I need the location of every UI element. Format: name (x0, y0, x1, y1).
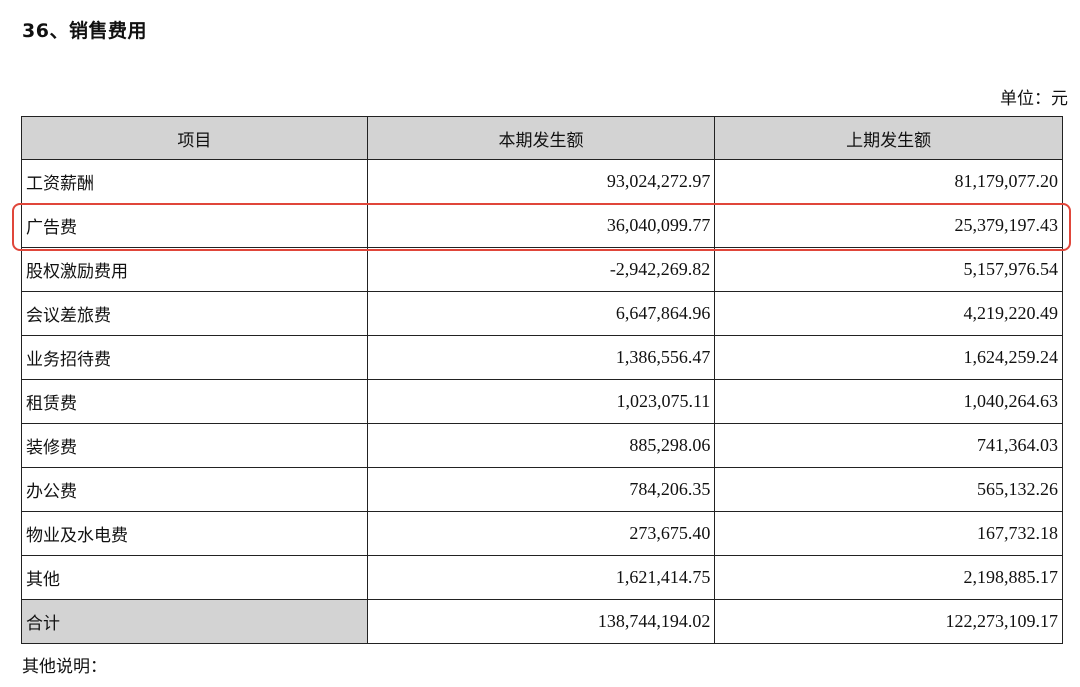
row-current: 36,040,099.77 (366, 203, 716, 248)
table-row: 广告费 36,040,099.77 25,379,197.43 (21, 203, 1063, 248)
row-prior: 5,157,976.54 (714, 247, 1063, 292)
row-prior: 4,219,220.49 (714, 291, 1063, 336)
row-prior: 1,624,259.24 (714, 335, 1063, 380)
row-item: 办公费 (21, 467, 368, 512)
table-row: 物业及水电费 273,675.40 167,732.18 (21, 511, 1063, 556)
row-item: 业务招待费 (21, 335, 368, 380)
header-current-period: 本期发生额 (366, 116, 716, 160)
total-current: 138,744,194.02 (366, 599, 716, 644)
row-item: 工资薪酬 (21, 159, 368, 204)
row-current: 273,675.40 (366, 511, 716, 556)
sales-expense-table: 项目 本期发生额 上期发生额 工资薪酬 93,024,272.97 81,179… (21, 116, 1063, 644)
row-item: 其他 (21, 555, 368, 600)
table-row: 装修费 885,298.06 741,364.03 (21, 423, 1063, 468)
total-item: 合计 (21, 599, 368, 644)
row-item: 广告费 (21, 203, 368, 248)
row-prior: 1,040,264.63 (714, 379, 1063, 424)
row-prior: 81,179,077.20 (714, 159, 1063, 204)
row-item: 会议差旅费 (21, 291, 368, 336)
row-item: 股权激励费用 (21, 247, 368, 292)
row-current: 1,023,075.11 (366, 379, 716, 424)
row-item: 装修费 (21, 423, 368, 468)
table-row: 其他 1,621,414.75 2,198,885.17 (21, 555, 1063, 600)
header-item: 项目 (21, 116, 368, 160)
table-row: 租赁费 1,023,075.11 1,040,264.63 (21, 379, 1063, 424)
row-current: 885,298.06 (366, 423, 716, 468)
table-row: 业务招待费 1,386,556.47 1,624,259.24 (21, 335, 1063, 380)
row-current: 784,206.35 (366, 467, 716, 512)
table-row: 会议差旅费 6,647,864.96 4,219,220.49 (21, 291, 1063, 336)
row-current: 1,621,414.75 (366, 555, 716, 600)
table-row: 办公费 784,206.35 565,132.26 (21, 467, 1063, 512)
notes-label: 其他说明： (22, 657, 107, 677)
table-total-row: 合计 138,744,194.02 122,273,109.17 (21, 599, 1063, 644)
header-prior-period: 上期发生额 (714, 116, 1063, 160)
row-current: -2,942,269.82 (366, 247, 716, 292)
row-prior: 25,379,197.43 (714, 203, 1063, 248)
row-item: 租赁费 (21, 379, 368, 424)
unit-label: 单位：元 (1000, 89, 1068, 109)
row-prior: 565,132.26 (714, 467, 1063, 512)
total-prior: 122,273,109.17 (714, 599, 1063, 644)
row-current: 6,647,864.96 (366, 291, 716, 336)
table-row: 工资薪酬 93,024,272.97 81,179,077.20 (21, 159, 1063, 204)
section-title: 36、销售费用 (22, 20, 147, 42)
row-prior: 741,364.03 (714, 423, 1063, 468)
row-prior: 167,732.18 (714, 511, 1063, 556)
row-current: 1,386,556.47 (366, 335, 716, 380)
row-item: 物业及水电费 (21, 511, 368, 556)
table-header-row: 项目 本期发生额 上期发生额 (21, 116, 1063, 160)
table-row: 股权激励费用 -2,942,269.82 5,157,976.54 (21, 247, 1063, 292)
row-current: 93,024,272.97 (366, 159, 716, 204)
row-prior: 2,198,885.17 (714, 555, 1063, 600)
